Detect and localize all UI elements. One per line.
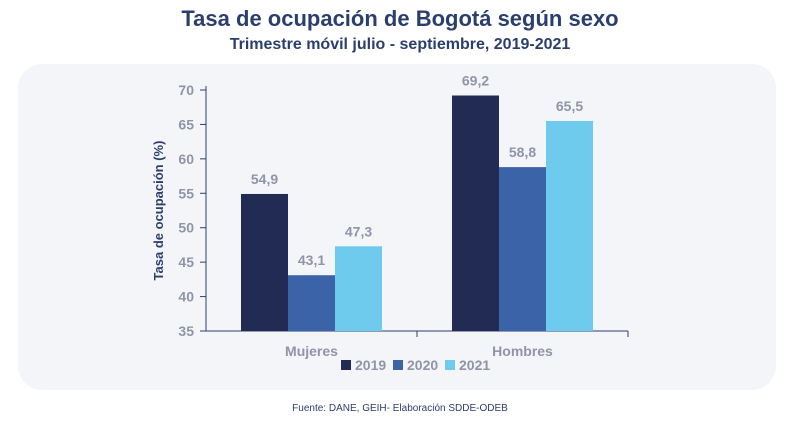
y-axis-title: Tasa de ocupación (%) [151, 141, 166, 281]
legend-label-2019: 2019 [355, 357, 386, 373]
y-tick-label: 35 [178, 323, 194, 339]
y-tick-label: 55 [178, 185, 194, 201]
legend-label-2021: 2021 [459, 357, 490, 373]
bar-hombres-2021 [546, 120, 593, 331]
legend-swatch-2020 [393, 360, 403, 370]
y-tick-label: 65 [178, 116, 194, 132]
data-label: 43,1 [298, 252, 325, 268]
legend-swatch-2021 [445, 360, 455, 370]
data-label: 69,2 [462, 73, 489, 89]
y-tick-label: 45 [178, 254, 194, 270]
bar-mujeres-2020 [288, 275, 335, 331]
chart-title: Tasa de ocupación de Bogotá según sexo [181, 6, 619, 31]
data-label: 65,5 [556, 98, 583, 114]
legend-swatch-2019 [341, 360, 351, 370]
source-note: Fuente: DANE, GEIH- Elaboración SDDE-ODE… [292, 403, 508, 414]
bar-hombres-2020 [499, 167, 546, 331]
bar-mujeres-2021 [335, 246, 382, 331]
bar-hombres-2019 [452, 95, 499, 331]
bar-mujeres-2019 [241, 193, 288, 331]
data-label: 58,8 [509, 144, 536, 160]
y-tick-label: 40 [178, 289, 194, 305]
legend-label-2020: 2020 [407, 357, 438, 373]
chart-subtitle: Trimestre móvil julio - septiembre, 2019… [229, 36, 571, 53]
x-tick-label: Hombres [492, 343, 553, 359]
data-label: 54,9 [251, 171, 278, 187]
y-tick-label: 70 [178, 82, 194, 98]
data-label: 47,3 [345, 223, 372, 239]
y-tick-label: 50 [178, 220, 194, 236]
y-tick-label: 60 [178, 151, 194, 167]
x-tick-label: Mujeres [285, 343, 338, 359]
chart-panel [18, 64, 776, 390]
